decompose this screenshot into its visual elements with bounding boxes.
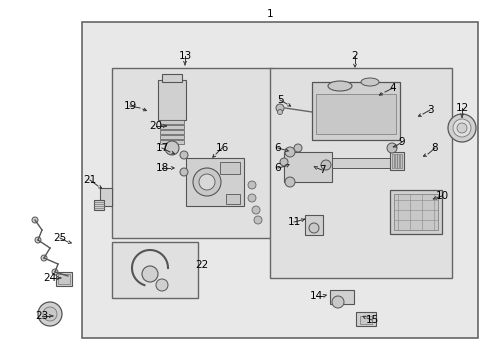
Bar: [355, 312, 375, 326]
Text: 21: 21: [83, 175, 97, 185]
Text: 15: 15: [365, 315, 378, 325]
Text: 10: 10: [434, 191, 447, 201]
Bar: [315, 94, 395, 134]
Text: 8: 8: [431, 143, 437, 153]
Bar: [160, 135, 183, 139]
Text: 9: 9: [398, 137, 405, 147]
Bar: [82, 22, 477, 338]
Text: 16: 16: [215, 143, 228, 153]
Bar: [56, 272, 72, 286]
Bar: [160, 125, 183, 129]
Circle shape: [275, 104, 284, 112]
Text: 3: 3: [426, 105, 432, 115]
Bar: [160, 130, 183, 134]
Bar: [160, 120, 183, 124]
Bar: [94, 200, 104, 210]
Circle shape: [41, 255, 47, 261]
Text: 5: 5: [276, 95, 283, 105]
Text: 12: 12: [454, 103, 468, 113]
Circle shape: [386, 143, 396, 153]
Circle shape: [38, 302, 62, 326]
Bar: [305, 215, 323, 235]
Circle shape: [193, 168, 221, 196]
Circle shape: [277, 109, 282, 114]
Bar: [284, 152, 331, 182]
Bar: [58, 274, 70, 284]
Circle shape: [293, 144, 302, 152]
Text: 11: 11: [287, 217, 300, 227]
Bar: [399, 154, 401, 168]
Text: 17: 17: [155, 143, 168, 153]
Text: 19: 19: [123, 101, 136, 111]
Circle shape: [320, 160, 330, 170]
Bar: [396, 154, 398, 168]
Circle shape: [251, 206, 260, 214]
Circle shape: [447, 114, 475, 142]
Bar: [389, 190, 441, 234]
Text: 20: 20: [149, 121, 162, 131]
Circle shape: [52, 269, 58, 275]
Circle shape: [180, 168, 187, 176]
Text: 2: 2: [351, 51, 358, 61]
Bar: [329, 290, 353, 304]
Bar: [185, 158, 244, 206]
Circle shape: [247, 181, 256, 189]
Text: 25: 25: [53, 233, 66, 243]
Circle shape: [456, 123, 466, 133]
Bar: [162, 74, 182, 82]
Bar: [389, 152, 403, 170]
Bar: [225, 194, 240, 204]
Text: 24: 24: [43, 273, 57, 283]
Circle shape: [308, 223, 318, 233]
Circle shape: [180, 151, 187, 159]
Circle shape: [142, 266, 158, 282]
Bar: [393, 194, 437, 230]
Bar: [158, 80, 185, 120]
Circle shape: [331, 296, 343, 308]
Text: 6: 6: [274, 143, 281, 153]
Bar: [220, 162, 240, 174]
Text: 1: 1: [266, 9, 273, 19]
Text: 18: 18: [155, 163, 168, 173]
Bar: [391, 154, 393, 168]
Text: 4: 4: [389, 83, 395, 93]
Bar: [160, 140, 183, 144]
Text: 22: 22: [195, 260, 208, 270]
Circle shape: [32, 217, 38, 223]
Circle shape: [285, 147, 294, 157]
Ellipse shape: [360, 78, 378, 86]
Circle shape: [199, 174, 215, 190]
Bar: [331, 158, 391, 168]
Circle shape: [452, 119, 470, 137]
Ellipse shape: [327, 81, 351, 91]
Bar: [112, 68, 271, 238]
Circle shape: [280, 158, 287, 166]
Circle shape: [43, 307, 57, 321]
Circle shape: [247, 194, 256, 202]
Text: 7: 7: [318, 165, 325, 175]
Text: 23: 23: [35, 311, 48, 321]
Circle shape: [253, 216, 262, 224]
Bar: [112, 242, 198, 298]
Bar: [359, 316, 371, 324]
Bar: [394, 154, 396, 168]
Text: 13: 13: [178, 51, 191, 61]
Circle shape: [285, 177, 294, 187]
Circle shape: [156, 279, 168, 291]
Bar: [269, 68, 451, 278]
Text: 6: 6: [274, 163, 281, 173]
Text: 14: 14: [309, 291, 322, 301]
Circle shape: [164, 141, 179, 155]
Bar: [100, 188, 112, 206]
Circle shape: [35, 237, 41, 243]
Bar: [311, 82, 399, 140]
